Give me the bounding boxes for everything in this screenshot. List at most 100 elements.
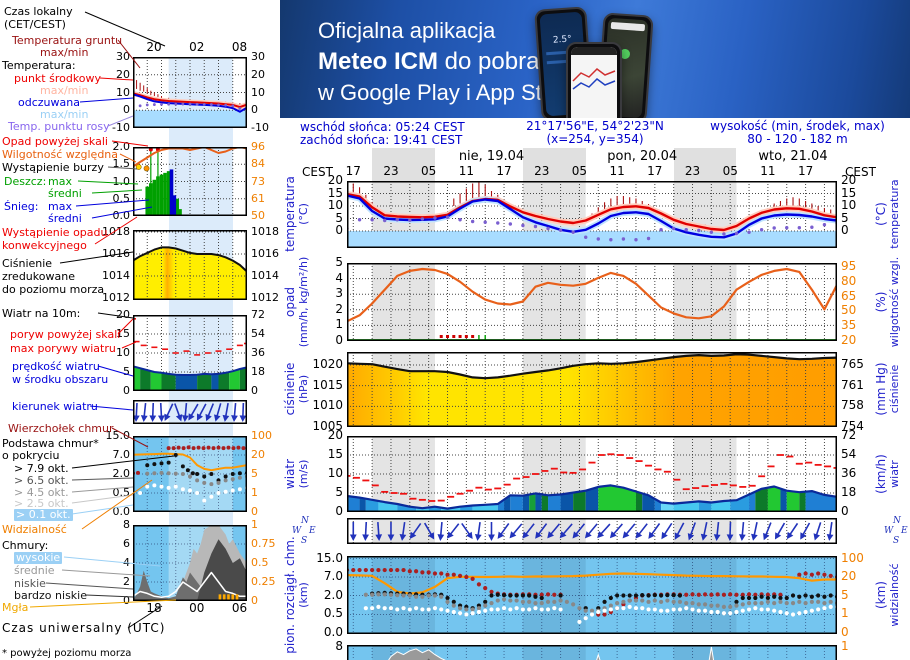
- date-label-0: nie, 19.04: [458, 149, 525, 164]
- time-tick-0: 17: [345, 164, 361, 178]
- legend-item-12: Wystąpienie burzy: [2, 161, 104, 174]
- sunrise-info: wschód słońca: 05:24 CEST: [300, 120, 465, 134]
- main-precipitation-humidity-chart: [347, 263, 837, 341]
- time-tick-12: 17: [797, 164, 814, 178]
- mini-tick-left-2-1: 1016: [102, 247, 130, 260]
- legend-item-4: Temperatura:: [2, 59, 76, 72]
- mini-tick-left-4-2: 2.0: [112, 467, 131, 480]
- legend-footnote: * powyżej poziomu morza: [2, 648, 132, 659]
- mini-tick-left-3-2: 10: [116, 346, 130, 359]
- main-tick-right-4-4: 0: [841, 625, 849, 639]
- mini-tick-left-1-0: 2.0: [112, 140, 131, 153]
- legend-item-30: Wierzchołek chmur: [8, 422, 114, 435]
- legend-wind-chart: [133, 315, 247, 391]
- mini-tick-right-1-0: 96: [251, 140, 265, 153]
- main-axis-title-cloudbase-left: pion. rozciągł. chm. (km): [283, 529, 310, 660]
- time-tick-7: 11: [609, 164, 625, 178]
- date-label-2: wto, 21.04: [758, 149, 828, 164]
- legend-item-3: max/min: [40, 46, 89, 59]
- mini-tick-right-2-3: 1012: [251, 291, 279, 304]
- mini-tick-right-4-2: 5: [251, 467, 258, 480]
- mini-tick-left-4-4: 0.0: [112, 505, 131, 518]
- app-banner[interactable]: Oficjalna aplikacja Meteo ICM do pobrani…: [280, 0, 910, 118]
- main-tick-left-1-5: 0: [335, 333, 343, 347]
- main-tick-right-3-2: 36: [841, 466, 857, 480]
- mini-tick-right-1-3: 61: [251, 191, 265, 205]
- legend-precipitation-chart: [133, 147, 247, 216]
- mini-tick-left-2-3: 1012: [102, 291, 130, 304]
- mini-tick-right-2-1: 1016: [251, 247, 279, 260]
- main-tick-left-5-0: 8: [335, 639, 343, 653]
- main-tick-left-4-4: 0.0: [323, 625, 343, 639]
- mini-tick-right-5-2: 0.5: [251, 556, 269, 569]
- mini-tick-left-5-0: 8: [123, 518, 130, 531]
- legend-cloudcover-chart: [133, 525, 247, 601]
- mini-tick-left-4-1: 7.0: [112, 448, 131, 461]
- banner-line3: w Google Play i App Store: [318, 80, 574, 105]
- main-tick-left-0-3: 5: [335, 210, 343, 225]
- mini-tick-right-1-1: 84: [251, 157, 265, 171]
- legend-item-28: w środku obszaru: [12, 373, 109, 386]
- mini-tick-left-2-2: 1014: [102, 269, 130, 282]
- banner-line2: Meteo ICM do pobrania: [318, 48, 571, 76]
- legend-item-15: średni: [48, 187, 82, 200]
- main-tick-left-2-1: 1015: [312, 377, 343, 392]
- legend-utc-hour-2: 06: [231, 601, 248, 615]
- legend-temperature-chart: [133, 57, 247, 128]
- main-tick-left-1-2: 3: [335, 286, 343, 301]
- legend-item-31: Podstawa chmur*: [2, 437, 99, 450]
- main-tick-right-0-0: 20: [841, 173, 857, 187]
- legend-item-42: niskie: [14, 577, 46, 590]
- main-tick-left-4-3: 0.5: [323, 606, 343, 620]
- main-tick-right-1-1: 80: [841, 273, 857, 288]
- legend-item-44: Mgła: [2, 601, 29, 614]
- main-tick-left-2-0: 1020: [312, 357, 343, 371]
- legend-item-20: konwekcyjnego: [2, 239, 87, 252]
- legend-item-1: (CET/CEST): [4, 18, 66, 31]
- legend-local-hour-2: 08: [231, 40, 248, 54]
- main-axis-title-cloudbase-left-line2: (km): [297, 582, 310, 608]
- altitude-label: wysokość (min, środek, max): [710, 119, 885, 133]
- legend-utc-hour-0: 18: [146, 601, 162, 615]
- legend-item-23: do poziomu morza: [2, 283, 105, 296]
- main-tick-right-4-0: 100: [841, 550, 864, 565]
- legend-item-40: wysokie: [14, 551, 63, 564]
- legend-item-38: Widzialność: [2, 523, 67, 536]
- banner-line2-bold: Meteo ICM: [318, 48, 438, 75]
- main-wind-direction-strip: [347, 518, 837, 544]
- main-tick-right-0-2: 10: [841, 198, 857, 212]
- main-tick-right-3-4: 0: [841, 504, 849, 518]
- mini-tick-right-0-3: 0: [251, 103, 258, 117]
- main-tick-right-1-5: 20: [841, 333, 857, 347]
- main-tick-left-0-0: 20: [327, 173, 343, 187]
- banner-line1: Oficjalna aplikacja: [318, 18, 496, 43]
- time-tick-10: 05: [722, 164, 738, 178]
- legend-item-41: średnie: [14, 564, 55, 577]
- legend-item-21: Ciśnienie: [2, 257, 53, 270]
- main-pressure-chart: [347, 352, 837, 427]
- main-tick-right-2-2: 758: [841, 398, 864, 413]
- main-axis-title-wind-right-line1: (km/h): [874, 454, 888, 494]
- mini-tick-right-0-0: 30: [251, 50, 265, 63]
- main-tick-left-1-0: 5: [335, 255, 343, 269]
- legend-item-14: max: [48, 175, 72, 188]
- main-temperature-chart: [347, 181, 837, 248]
- legend-item-37: > 0.1 okt.: [14, 508, 73, 521]
- main-axis-title-visibility-right: (km) widzialność: [874, 540, 901, 650]
- header-night-band-0: [372, 148, 435, 181]
- main-tick-right-3-1: 54: [841, 447, 857, 461]
- mini-tick-left-1-2: 1.0: [112, 174, 131, 188]
- header-night-band-2: [673, 148, 737, 181]
- mini-tick-right-4-4: 0: [251, 505, 258, 518]
- legend-item-16: Śnieg:: [4, 200, 39, 213]
- compass-left-N: N: [301, 516, 309, 526]
- mini-tick-left-5-3: 2: [123, 575, 130, 588]
- compass-left-S: S: [301, 536, 308, 546]
- main-tick-right-2-1: 761: [841, 377, 864, 392]
- mini-tick-right-1-2: 73: [251, 174, 265, 188]
- main-tick-left-3-4: 0: [335, 504, 343, 518]
- time-tick-6: 05: [571, 164, 588, 178]
- main-tick-left-1-1: 4: [335, 270, 343, 285]
- mini-tick-right-3-4: 0: [251, 384, 258, 397]
